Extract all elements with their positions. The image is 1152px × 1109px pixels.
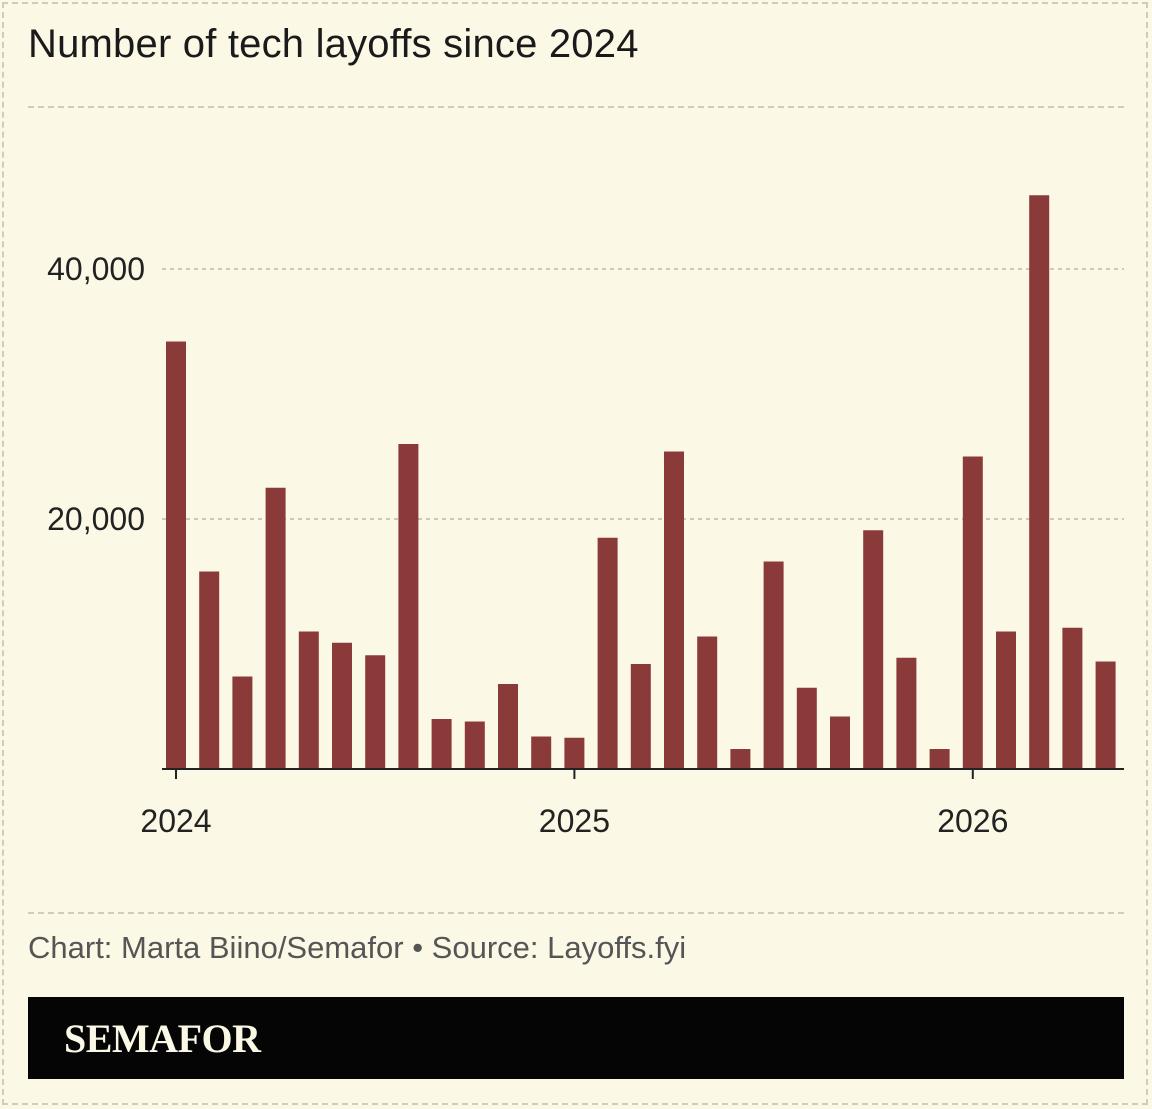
bar: Sep 2025 [830, 716, 850, 769]
chart-title: Number of tech layoffs since 2024 [28, 22, 639, 66]
brand-logo: SEMAFOR [64, 1016, 261, 1061]
bar: May 2025 [697, 636, 718, 769]
bar: May 2024 [298, 631, 319, 769]
bar: Feb 2024 [199, 571, 220, 769]
bar: Aug 2025 [796, 687, 817, 769]
bar: Nov 2024 [498, 684, 518, 769]
bar: Dec 2024 [531, 736, 552, 769]
bar: May 2026 [1095, 661, 1116, 769]
bar: Mar 2025 [630, 664, 651, 769]
bar: Mar 2026 [1029, 195, 1050, 769]
bar: Jan 2025 [564, 737, 585, 769]
bar: Jun 2024 [332, 642, 352, 769]
bar: Apr 2024 [265, 487, 286, 769]
bottom-divider [28, 912, 1124, 914]
bar: Jul 2025 [763, 561, 784, 769]
bar: Oct 2024 [464, 721, 485, 769]
bar: Jun 2025 [730, 749, 751, 769]
bar: Mar 2024 [232, 676, 253, 769]
bar: Jul 2024 [365, 655, 386, 769]
bar: Dec 2025 [929, 749, 950, 769]
bar: Oct 2025 [863, 530, 884, 769]
bar: Feb 2026 [996, 631, 1016, 769]
x-tick-label: 2025 [539, 803, 610, 839]
bar: Apr 2025 [664, 451, 684, 769]
bar: Sep 2024 [431, 719, 452, 769]
bar: Feb 2025 [597, 537, 618, 769]
bar: Apr 2026 [1062, 627, 1083, 769]
y-tick-label: 40,000 [47, 251, 145, 287]
bar: Aug 2024 [398, 444, 419, 769]
y-tick-label: 20,000 [47, 501, 145, 537]
bar: Jan 2024 [166, 341, 186, 769]
x-tick-label: 2026 [937, 803, 1008, 839]
bar: Jan 2026 [962, 456, 983, 769]
top-divider [28, 106, 1124, 108]
bar-chart: 20,000 40,000 Jan 2024 Feb 2024 Mar 2024 Apr… [47, 195, 1124, 839]
bars: Jan 2024 Feb 2024 Mar 2024 Apr 2024 May 2024… [166, 195, 1116, 769]
chart-credit: Chart: Marta Biino/Semafor • Source: Lay… [28, 930, 687, 965]
x-tick-label: 2024 [140, 803, 211, 839]
brand-bar: SEMAFOR [28, 997, 1124, 1079]
x-axis: 2024 2025 2026 [140, 768, 1124, 839]
gridlines: 20,000 40,000 [47, 251, 1124, 537]
bar: Nov 2025 [896, 657, 917, 769]
